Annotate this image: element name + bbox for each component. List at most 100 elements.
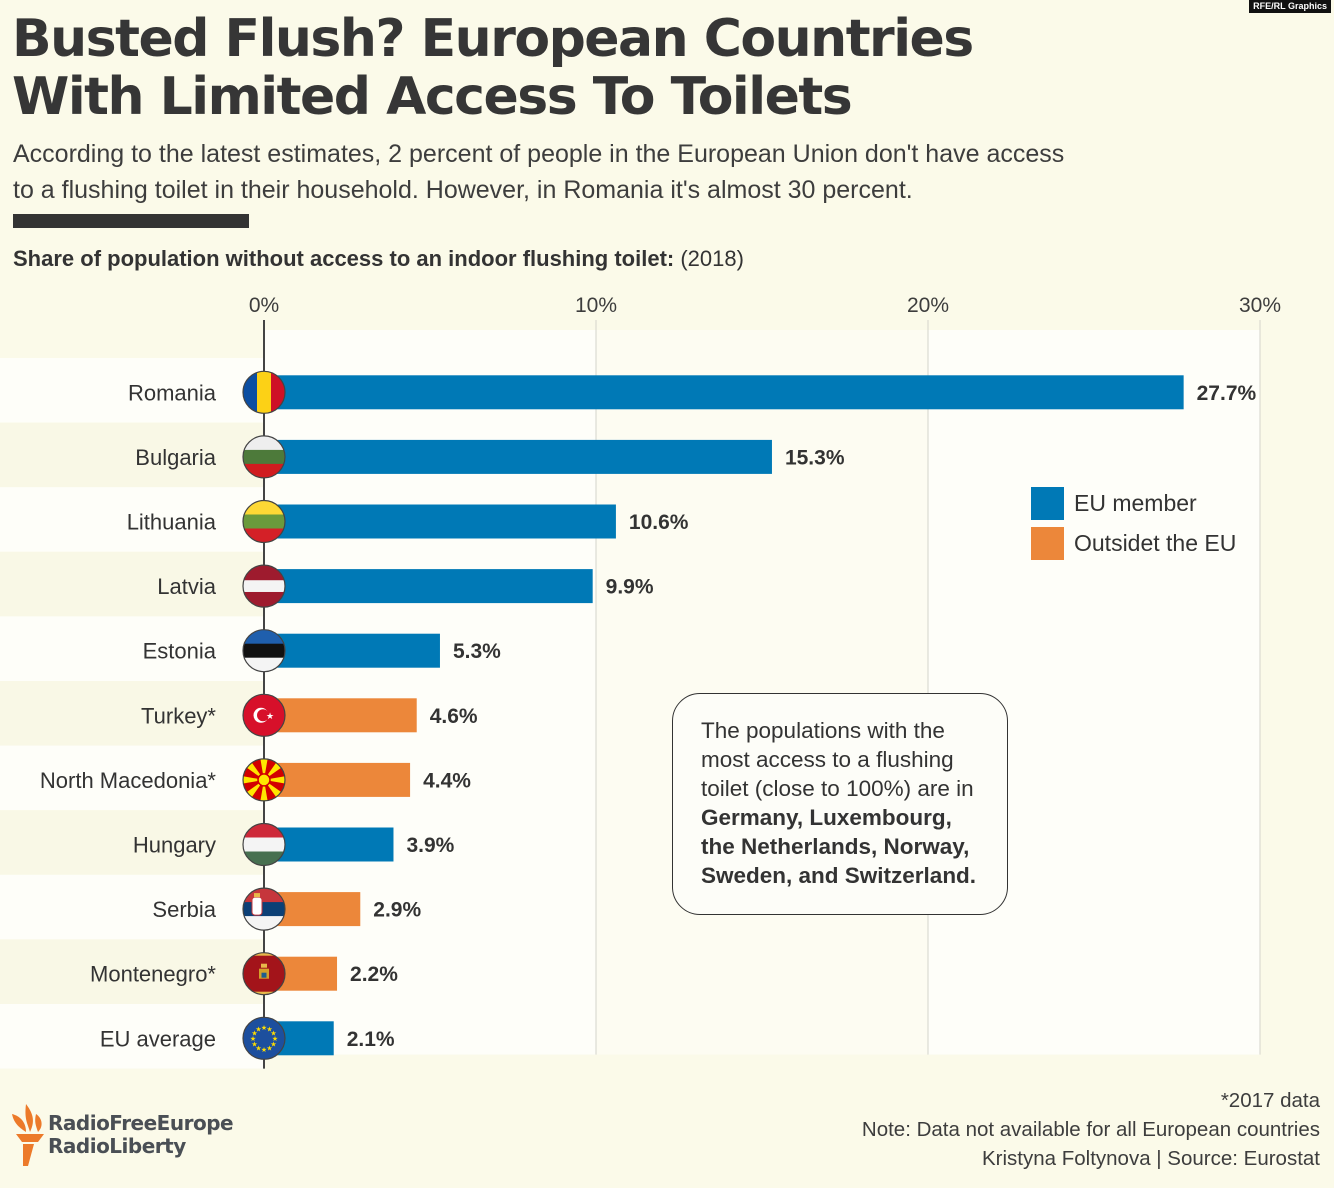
flag-stripe	[243, 643, 285, 659]
flag-outline	[242, 952, 286, 996]
chart-label-bold: Share of population without access to an…	[13, 246, 675, 271]
bar	[264, 439, 772, 474]
category-label: Lithuania	[127, 510, 217, 535]
sun-ray	[258, 758, 270, 780]
bar-row: 3.9% Hungary	[133, 822, 455, 867]
eu-star: ★	[261, 1046, 267, 1054]
flag-stripe	[243, 657, 285, 672]
legend-item-outside-eu: Outsidet the EU	[1031, 526, 1236, 560]
rferl-logo: RadioFreeEurope RadioLiberty	[10, 1102, 234, 1168]
flag-stripe	[243, 463, 285, 478]
serbia-flag-icon	[243, 888, 285, 931]
flag-stripe	[243, 823, 285, 838]
flag-stripe	[243, 528, 285, 543]
bar	[264, 698, 417, 733]
row-band	[0, 681, 264, 746]
bar-value-label: 15.3%	[785, 446, 845, 469]
bar-value-label: 4.6%	[430, 705, 478, 728]
legend-label-outside-eu: Outsidet the EU	[1074, 529, 1237, 556]
sun-ray	[264, 774, 285, 785]
legend-label-eu-member: EU member	[1074, 489, 1197, 516]
row-band	[0, 874, 264, 940]
page-title: Busted Flush? European Countries With Li…	[12, 9, 974, 127]
category-label: Estonia	[143, 639, 217, 664]
crescent-inner	[257, 709, 269, 722]
crown	[261, 963, 267, 968]
category-label: Hungary	[133, 833, 216, 858]
bar-row: 2.9% Serbia	[152, 887, 421, 931]
flag-stripe	[243, 629, 285, 645]
bar-value-label: 4.4%	[423, 769, 471, 792]
logo-text: RadioFreeEurope RadioLiberty	[48, 1112, 234, 1158]
row-band	[0, 551, 264, 617]
bar-value-label: 9.9%	[606, 576, 654, 599]
hungary-flag-icon	[243, 823, 285, 866]
romania-flag-icon	[243, 371, 285, 414]
eu-flag-icon: ★★★★★★★★★ ★ ★★	[243, 1017, 285, 1060]
legend-item-eu-member: EU member	[1031, 486, 1236, 520]
bar-row: 2.2% Montenegro*	[90, 952, 398, 996]
note-line: The populations with the	[701, 718, 945, 743]
bar-row: 10.6% Lithuania	[127, 499, 689, 544]
bar-value-label: 3.9%	[406, 834, 454, 857]
category-label: Bulgaria	[135, 445, 216, 470]
flag-stripe	[243, 514, 285, 529]
note-line: most access to a flushing	[701, 747, 954, 772]
eu-star: ★	[251, 1040, 257, 1048]
bar-value-label: 2.9%	[373, 899, 421, 922]
latvia-flag-icon	[243, 565, 285, 608]
flag-outline	[242, 499, 286, 544]
x-tick-label: 0%	[249, 294, 279, 317]
crown	[254, 893, 260, 898]
row-band	[0, 939, 264, 1004]
montenegro-flag-icon	[243, 952, 285, 995]
bar-row: 4.4% North Macedonia*	[40, 758, 471, 802]
flag-outline	[242, 564, 286, 608]
title-line-2: With Limited Access To Toilets	[12, 67, 853, 127]
note-line-bold: the Netherlands, Norway,	[701, 834, 970, 859]
eu-star: ★	[270, 1040, 276, 1048]
flag-stripe	[243, 837, 285, 852]
x-tick-label: 30%	[1239, 294, 1281, 317]
footer-notes: *2017 data Note: Data not available for …	[862, 1086, 1320, 1173]
legend-swatch-eu-member	[1031, 486, 1064, 520]
flag-stripe	[243, 580, 285, 592]
row-band	[0, 358, 264, 423]
bar-row: 4.6% Turkey* ★	[141, 693, 478, 737]
flag-outline	[242, 370, 286, 414]
footnote-2017-data: *2017 data	[1220, 1089, 1320, 1112]
bar	[264, 504, 616, 539]
subtitle-line-2: to a flushing toilet in their household.…	[13, 176, 913, 204]
row-band	[0, 422, 264, 488]
flag-outline	[242, 435, 286, 479]
subtitle: According to the latest estimates, 2 per…	[13, 136, 1133, 208]
eu-star: ★	[272, 1035, 278, 1043]
turkey-flag-icon: ★	[243, 694, 285, 737]
bar	[264, 569, 593, 604]
logo-line-2: RadioLiberty	[48, 1134, 186, 1158]
legend: EU member Outsidet the EU	[1031, 486, 1236, 566]
annotation-note-box: The populations with the most access to …	[672, 693, 1008, 915]
flag-stripe	[257, 371, 272, 414]
flag-outline	[242, 758, 286, 802]
title-rule-divider	[13, 214, 249, 228]
eu-star: ★	[266, 1025, 272, 1033]
footnote-source: Kristyna Foltynova | Source: Eurostat	[981, 1147, 1320, 1170]
title-line-1: Busted Flush? European Countries	[12, 9, 974, 69]
flag-outline	[242, 887, 286, 931]
footnote-availability: Note: Data not available for all Europea…	[861, 1118, 1320, 1141]
star-icon: ★	[266, 712, 274, 722]
bar-value-label: 2.2%	[350, 963, 398, 986]
row-band	[0, 1004, 264, 1069]
bar	[264, 375, 1184, 410]
bar-chart: 0% 10% 20% 30% 27.7% Romania 15.3% Bulgaria 10.6…	[0, 294, 1281, 1069]
bar-row: 15.3% Bulgaria	[135, 435, 845, 479]
credit-tag: RFE/RL Graphics	[1249, 0, 1331, 13]
flag-stripe	[243, 851, 285, 866]
eu-star: ★	[255, 1044, 261, 1052]
bar-row: 9.9% Latvia	[157, 564, 654, 608]
flag-stripe	[243, 500, 285, 515]
flag-outline	[242, 1016, 286, 1060]
bulgaria-flag-icon	[243, 435, 285, 478]
bar-row: 5.3% Estonia	[143, 629, 501, 673]
